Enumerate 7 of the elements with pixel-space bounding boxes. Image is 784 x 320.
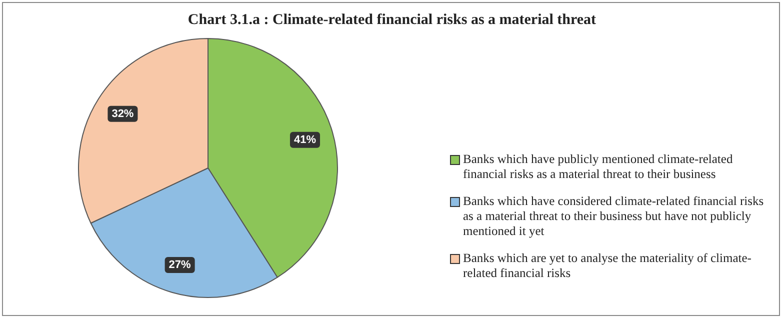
data-label: 32% — [112, 108, 134, 120]
data-label: 27% — [168, 259, 192, 272]
legend-label: Banks which have considered climate-related financial risks as a material threat to their business but have not publicly mentioned it yet — [463, 194, 765, 239]
legend-label: Banks which have publicly mentioned climate-related financial risks as a material threat to their business — [463, 152, 734, 182]
legend-label: Banks which are yet to analyse the materiality of climate-related financial risks — [463, 251, 752, 281]
data-label: 41% — [294, 134, 316, 146]
chart-title: Chart 3.1.a : Climate-related financial risks as a material threat — [186, 12, 598, 29]
